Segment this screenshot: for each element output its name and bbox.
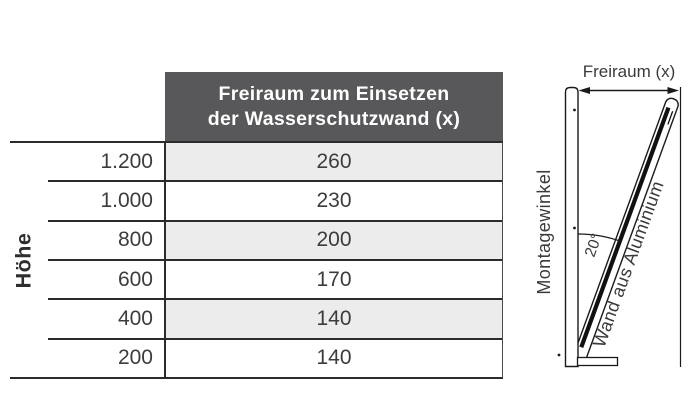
hoehe-value: 600 bbox=[117, 267, 153, 291]
wall-core-line bbox=[579, 106, 671, 348]
freiraum-value: 230 bbox=[316, 188, 352, 212]
table-row: 200 140 bbox=[10, 339, 503, 378]
column-divider bbox=[164, 142, 166, 378]
screw-dot bbox=[557, 353, 561, 357]
freiraum-value: 200 bbox=[165, 220, 503, 260]
table-bottom-border bbox=[10, 377, 503, 379]
table-header-line2: der Wasserschutzwand (x) bbox=[207, 108, 461, 130]
angle-label: 20° bbox=[582, 232, 606, 260]
row-separator bbox=[48, 298, 503, 301]
dimension-arrow bbox=[578, 87, 679, 94]
hoehe-value: 200 bbox=[117, 346, 153, 370]
arrowhead-right-icon bbox=[667, 87, 679, 94]
bracket-foot bbox=[576, 356, 619, 367]
table-row: 1.000 230 bbox=[10, 181, 503, 220]
row-separator bbox=[48, 180, 503, 183]
aluminium-wall bbox=[572, 97, 679, 364]
freiraum-value: 170 bbox=[316, 267, 352, 291]
table-row: 800 200 bbox=[10, 220, 503, 260]
row-separator bbox=[48, 219, 503, 222]
hoehe-value: 1.000 bbox=[100, 188, 153, 212]
table-row: 600 170 bbox=[10, 260, 503, 299]
wall-tip-mark bbox=[667, 111, 674, 125]
screw-dot bbox=[573, 108, 576, 112]
hoehe-value: 400 bbox=[117, 306, 153, 330]
table-header-line1: Freiraum zum Einsetzen bbox=[218, 83, 450, 105]
bracket-label: Montagewinkel bbox=[534, 169, 554, 294]
arrowhead-left-icon bbox=[578, 87, 590, 94]
table-right-border bbox=[502, 142, 503, 378]
screw-dot bbox=[573, 226, 576, 230]
row-separator bbox=[48, 337, 503, 340]
table-top-border bbox=[10, 140, 503, 143]
freiraum-dimension-label: Freiraum (x) bbox=[583, 62, 676, 81]
bracket-bar bbox=[564, 86, 579, 368]
freiraum-value: 140 bbox=[316, 346, 352, 370]
freiraum-value: 140 bbox=[165, 299, 503, 339]
table-header: Freiraum zum Einsetzen der Wasserschutzw… bbox=[165, 72, 503, 142]
angle-arc bbox=[577, 233, 623, 243]
hoehe-value: 1.200 bbox=[100, 149, 153, 173]
table-row: 400 140 bbox=[10, 299, 503, 339]
row-separator bbox=[48, 259, 503, 261]
hoehe-value: 800 bbox=[117, 228, 153, 252]
freiraum-value: 260 bbox=[165, 142, 503, 182]
table-row: 1.200 260 bbox=[10, 142, 503, 182]
